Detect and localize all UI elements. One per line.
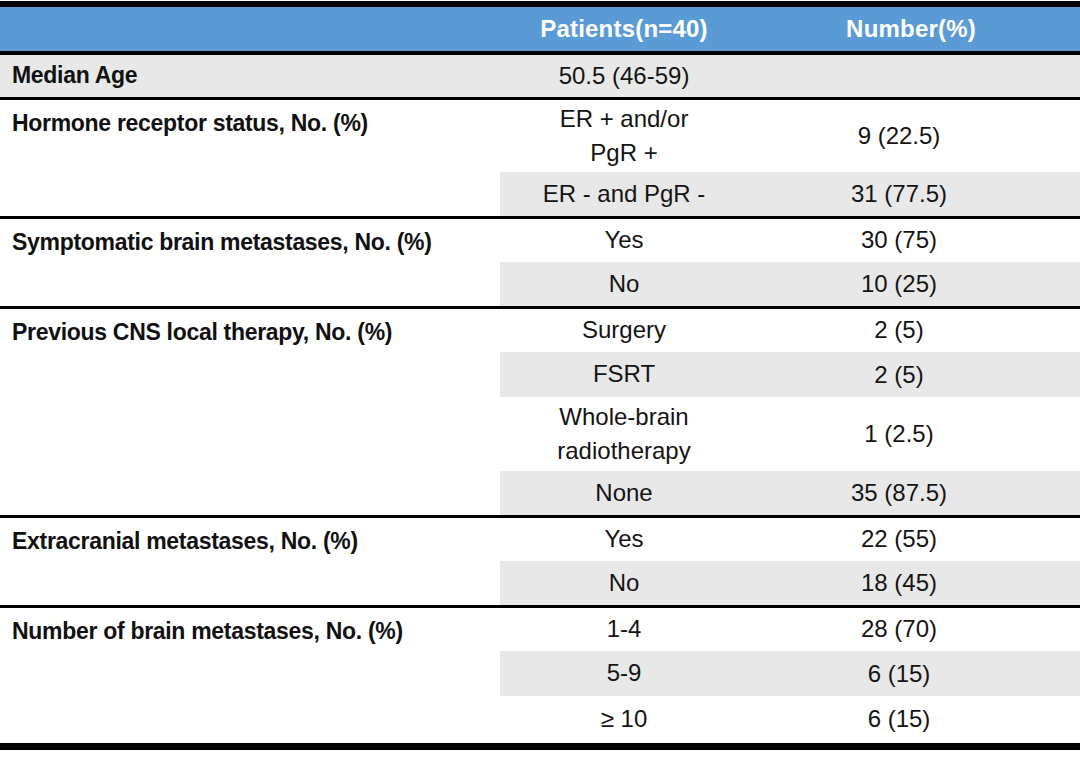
value-cell: 50.5 (46-59) bbox=[500, 53, 748, 98]
value-cell: ≥ 10 bbox=[500, 696, 748, 746]
value-cell: 5-9 bbox=[500, 651, 748, 696]
number-cell: 1 (2.5) bbox=[748, 397, 1080, 471]
row-label-cell: Median Age bbox=[0, 53, 500, 98]
value-cell: 1-4 bbox=[500, 606, 748, 651]
table-row: Number of brain metastases, No. (%) 1-4 … bbox=[0, 606, 1080, 651]
value-cell: No bbox=[500, 262, 748, 307]
number-cell: 35 (87.5) bbox=[748, 471, 1080, 516]
number-cell: 6 (15) bbox=[748, 651, 1080, 696]
table-row: Extracranial metastases, No. (%) Yes 22 … bbox=[0, 516, 1080, 561]
number-cell: 18 (45) bbox=[748, 561, 1080, 606]
row-label-cell: Previous CNS local therapy, No. (%) bbox=[0, 307, 500, 516]
header-patients-cell: Patients(n=40) bbox=[500, 4, 748, 53]
row-label-cell: Symptomatic brain metastases, No. (%) bbox=[0, 217, 500, 307]
number-cell bbox=[748, 53, 1080, 98]
row-label-cell: Extracranial metastases, No. (%) bbox=[0, 516, 500, 606]
number-cell: 28 (70) bbox=[748, 606, 1080, 651]
table-row: Symptomatic brain metastases, No. (%) Ye… bbox=[0, 217, 1080, 262]
value-cell: Surgery bbox=[500, 307, 748, 352]
value-cell: Yes bbox=[500, 516, 748, 561]
header-empty-cell bbox=[0, 4, 500, 53]
characteristics-table: Patients(n=40) Number(%) Median Age 50.5… bbox=[0, 1, 1080, 750]
number-cell: 10 (25) bbox=[748, 262, 1080, 307]
number-cell: 9 (22.5) bbox=[748, 98, 1080, 172]
number-cell: 22 (55) bbox=[748, 516, 1080, 561]
value-cell: No bbox=[500, 561, 748, 606]
value-cell: ER + and/or PgR + bbox=[500, 98, 748, 172]
table-header-row: Patients(n=40) Number(%) bbox=[0, 4, 1080, 53]
patient-characteristics-table: Patients(n=40) Number(%) Median Age 50.5… bbox=[0, 0, 1080, 781]
table-row: Previous CNS local therapy, No. (%) Surg… bbox=[0, 307, 1080, 352]
header-number-cell: Number(%) bbox=[748, 4, 1080, 53]
table-row: Median Age 50.5 (46-59) bbox=[0, 53, 1080, 98]
row-label-cell: Hormone receptor status, No. (%) bbox=[0, 98, 500, 217]
number-cell: 2 (5) bbox=[748, 352, 1080, 397]
number-cell: 30 (75) bbox=[748, 217, 1080, 262]
table-row: Hormone receptor status, No. (%) ER + an… bbox=[0, 98, 1080, 172]
value-cell: Whole-brain radiotherapy bbox=[500, 397, 748, 471]
value-cell: ER - and PgR - bbox=[500, 172, 748, 217]
value-cell: FSRT bbox=[500, 352, 748, 397]
value-cell: None bbox=[500, 471, 748, 516]
row-label-cell: Number of brain metastases, No. (%) bbox=[0, 606, 500, 746]
number-cell: 6 (15) bbox=[748, 696, 1080, 746]
value-cell: Yes bbox=[500, 217, 748, 262]
number-cell: 31 (77.5) bbox=[748, 172, 1080, 217]
number-cell: 2 (5) bbox=[748, 307, 1080, 352]
